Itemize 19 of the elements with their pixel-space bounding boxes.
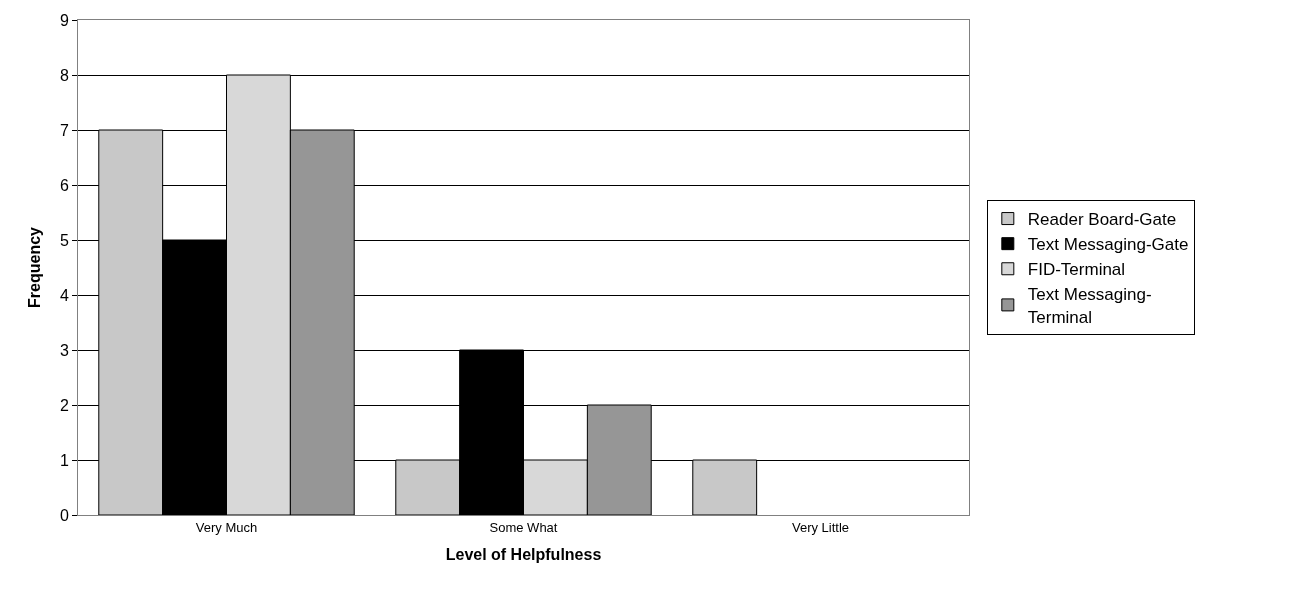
- x-axis-title: Level of Helpfulness: [445, 546, 602, 564]
- y-tick-label: 1: [59, 451, 69, 469]
- y-axis-title: Frequency: [25, 226, 43, 308]
- x-tick-label: Some What: [489, 519, 558, 535]
- y-tick-label: 7: [59, 121, 69, 139]
- y-tick-label: 3: [59, 341, 69, 359]
- y-tick-label: 2: [59, 396, 69, 414]
- legend-label: FID-Terminal: [1027, 260, 1126, 280]
- y-tick-label: 4: [59, 286, 69, 304]
- legend-label: Reader Board-Gate: [1027, 210, 1177, 230]
- y-tick-label: 0: [59, 506, 69, 524]
- legend-label: Text Messaging-Gate: [1027, 235, 1189, 255]
- y-tick-label: 9: [59, 11, 69, 29]
- x-tick-label: Very Little: [791, 519, 850, 535]
- x-tick-label: Very Much: [195, 519, 258, 535]
- y-tick-label: 5: [59, 231, 69, 249]
- legend-label: Text Messaging-Terminal: [1027, 285, 1152, 327]
- y-tick-label: 8: [59, 66, 69, 84]
- y-tick-label: 6: [59, 176, 69, 194]
